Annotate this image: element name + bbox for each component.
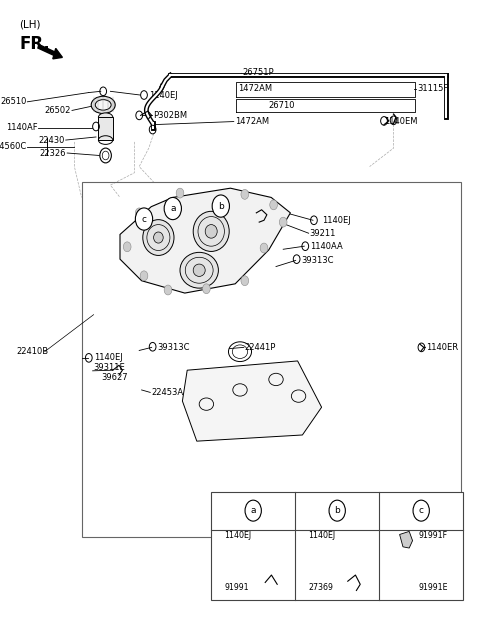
Text: c: c bbox=[419, 506, 424, 515]
Text: 91991: 91991 bbox=[224, 583, 249, 592]
Polygon shape bbox=[120, 188, 290, 293]
Ellipse shape bbox=[154, 232, 163, 243]
Text: 24560C: 24560C bbox=[0, 143, 26, 151]
Text: 39311E: 39311E bbox=[94, 363, 125, 372]
Text: P302BM: P302BM bbox=[154, 111, 188, 120]
Text: 22441P: 22441P bbox=[245, 343, 276, 352]
Text: 1140AA: 1140AA bbox=[310, 242, 342, 251]
Text: 26510: 26510 bbox=[0, 97, 26, 106]
Text: b: b bbox=[335, 506, 340, 515]
Text: 1140EJ: 1140EJ bbox=[149, 91, 178, 99]
Text: c: c bbox=[142, 215, 146, 223]
Text: 1140EJ: 1140EJ bbox=[309, 531, 336, 540]
Text: 22326: 22326 bbox=[40, 149, 66, 157]
Ellipse shape bbox=[95, 99, 111, 110]
Text: 91991F: 91991F bbox=[419, 531, 448, 540]
Text: 22430: 22430 bbox=[38, 136, 65, 144]
Bar bbox=[82, 182, 461, 537]
Ellipse shape bbox=[91, 96, 115, 114]
Circle shape bbox=[270, 200, 277, 210]
Text: (LH): (LH) bbox=[19, 19, 41, 29]
Circle shape bbox=[241, 189, 249, 199]
Circle shape bbox=[212, 195, 229, 217]
Circle shape bbox=[354, 531, 361, 540]
Circle shape bbox=[140, 271, 148, 281]
Ellipse shape bbox=[180, 252, 218, 288]
Circle shape bbox=[245, 500, 261, 521]
Polygon shape bbox=[182, 361, 322, 441]
Ellipse shape bbox=[98, 113, 113, 122]
Circle shape bbox=[176, 188, 184, 198]
Circle shape bbox=[279, 217, 287, 227]
Text: FR.: FR. bbox=[19, 35, 50, 52]
Circle shape bbox=[135, 208, 143, 218]
Text: b: b bbox=[218, 202, 224, 210]
Text: 39313C: 39313C bbox=[301, 256, 334, 265]
Text: 1140ER: 1140ER bbox=[426, 343, 458, 352]
Circle shape bbox=[241, 276, 249, 286]
Ellipse shape bbox=[205, 225, 217, 238]
Circle shape bbox=[164, 285, 172, 295]
Text: 22453A: 22453A bbox=[151, 388, 183, 397]
Text: 1140EJ: 1140EJ bbox=[224, 531, 252, 540]
Text: 91991E: 91991E bbox=[419, 583, 448, 592]
Ellipse shape bbox=[143, 220, 174, 255]
Text: a: a bbox=[170, 204, 176, 213]
Bar bbox=[98, 117, 113, 140]
Text: a: a bbox=[251, 506, 256, 515]
Circle shape bbox=[413, 500, 430, 521]
Text: 26502: 26502 bbox=[45, 106, 71, 115]
Text: 39211: 39211 bbox=[310, 229, 336, 238]
Text: 26710: 26710 bbox=[268, 101, 295, 110]
Text: 1140EJ: 1140EJ bbox=[94, 354, 122, 362]
Circle shape bbox=[329, 500, 346, 521]
Ellipse shape bbox=[193, 264, 205, 276]
Ellipse shape bbox=[193, 211, 229, 252]
Text: 1140AF: 1140AF bbox=[6, 123, 37, 132]
Text: 1472AM: 1472AM bbox=[239, 85, 273, 93]
Text: 1472AM: 1472AM bbox=[235, 117, 269, 126]
Text: 1140EM: 1140EM bbox=[384, 117, 418, 126]
Polygon shape bbox=[399, 531, 412, 548]
Circle shape bbox=[164, 197, 181, 220]
Text: 26751P: 26751P bbox=[242, 68, 274, 77]
Circle shape bbox=[203, 284, 210, 294]
Circle shape bbox=[260, 243, 268, 253]
Text: 27369: 27369 bbox=[309, 583, 333, 592]
Text: 22410B: 22410B bbox=[17, 347, 49, 356]
Text: 39313C: 39313C bbox=[157, 343, 190, 352]
Circle shape bbox=[135, 208, 153, 230]
Text: 39627: 39627 bbox=[101, 373, 127, 382]
Text: 31115F: 31115F bbox=[418, 85, 449, 93]
Circle shape bbox=[123, 242, 131, 252]
FancyArrow shape bbox=[38, 44, 62, 59]
Bar bbox=[211, 492, 463, 600]
Text: 1140EJ: 1140EJ bbox=[322, 216, 350, 225]
